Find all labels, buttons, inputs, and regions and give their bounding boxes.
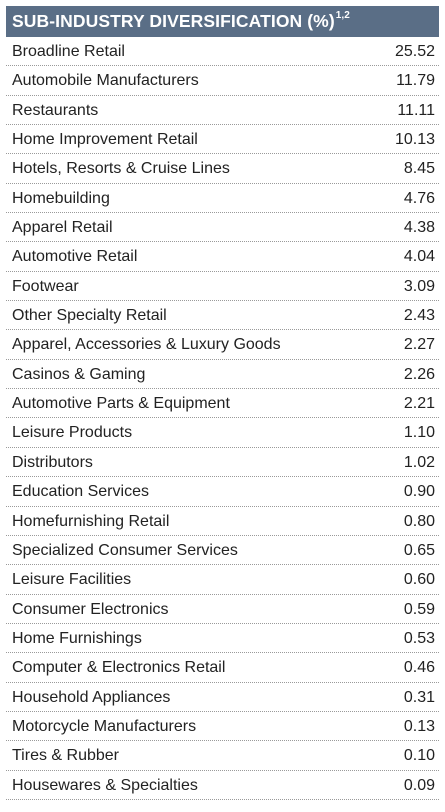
row-value: 0.80 — [403, 512, 435, 530]
row-value: 0.13 — [403, 717, 435, 735]
table-row: Automotive Retail 4.04 — [6, 242, 439, 272]
row-label: Distributors — [12, 453, 93, 471]
table-row: Motorcycle Manufacturers 0.13 — [6, 712, 439, 742]
row-value: 4.04 — [403, 248, 435, 266]
table-row: Housewares & Specialties 0.09 — [6, 771, 439, 800]
row-value: 2.26 — [403, 365, 435, 383]
table-row: Consumer Electronics 0.59 — [6, 595, 439, 624]
row-value: 0.31 — [403, 688, 435, 706]
table-row: Apparel Retail 4.38 — [6, 213, 439, 243]
row-label: Home Furnishings — [12, 629, 142, 647]
row-label: Home Improvement Retail — [12, 131, 198, 149]
table-row: Tires & Rubber 0.10 — [6, 741, 439, 771]
table-row: Education Services 0.90 — [6, 477, 439, 507]
row-label: Motorcycle Manufacturers — [12, 717, 197, 735]
row-label: Specialized Consumer Services — [12, 541, 238, 559]
table-row: Computer & Electronics Retail 0.46 — [6, 653, 439, 683]
row-label: Automotive Retail — [12, 248, 138, 266]
row-value: 11.79 — [396, 72, 435, 90]
row-label: Casinos & Gaming — [12, 365, 146, 383]
table-row: Homebuilding 4.76 — [6, 184, 439, 214]
row-value: 2.21 — [403, 395, 435, 413]
table-row: Home Furnishings 0.53 — [6, 624, 439, 654]
row-label: Hotels, Resorts & Cruise Lines — [12, 160, 230, 178]
sub-industry-table: SUB-INDUSTRY DIVERSIFICATION (%)1,2 Broa… — [6, 6, 439, 800]
table-header: SUB-INDUSTRY DIVERSIFICATION (%)1,2 — [6, 6, 439, 37]
row-value: 4.38 — [403, 219, 435, 237]
row-label: Automobile Manufacturers — [12, 72, 199, 90]
row-label: Housewares & Specialties — [12, 776, 198, 794]
row-label: Leisure Products — [12, 424, 133, 442]
row-value: 0.53 — [403, 629, 435, 647]
table-row: Homefurnishing Retail 0.80 — [6, 507, 439, 536]
table-title: SUB-INDUSTRY DIVERSIFICATION (%) — [12, 11, 335, 31]
row-label: Computer & Electronics Retail — [12, 659, 226, 677]
row-value: 1.10 — [403, 424, 435, 442]
table-row: Footwear 3.09 — [6, 272, 439, 302]
row-value: 0.60 — [403, 571, 435, 589]
table-row: Automobile Manufacturers 11.79 — [6, 66, 439, 96]
row-value: 0.59 — [403, 600, 435, 618]
row-label: Apparel Retail — [12, 219, 113, 237]
table-row: Broadline Retail 25.52 — [6, 37, 439, 67]
row-value: 0.10 — [403, 747, 435, 765]
row-value: 0.46 — [403, 659, 435, 677]
row-value: 4.76 — [403, 189, 435, 207]
row-value: 25.52 — [394, 43, 435, 60]
table-row: Distributors 1.02 — [6, 448, 439, 478]
row-label: Automotive Parts & Equipment — [12, 395, 230, 413]
table-row: Casinos & Gaming 2.26 — [6, 360, 439, 390]
row-value: 3.09 — [403, 277, 435, 295]
table-row: Hotels, Resorts & Cruise Lines 8.45 — [6, 154, 439, 184]
row-value: 2.27 — [403, 336, 435, 354]
row-label: Apparel, Accessories & Luxury Goods — [12, 336, 281, 354]
row-label: Broadline Retail — [12, 43, 125, 60]
row-label: Homefurnishing Retail — [12, 512, 170, 530]
table-row: Home Improvement Retail 10.13 — [6, 125, 439, 155]
table-row: Leisure Products 1.10 — [6, 418, 439, 448]
row-value: 11.11 — [397, 101, 435, 119]
row-label: Restaurants — [12, 101, 99, 119]
footnote-reference: 1,2 — [335, 10, 350, 22]
row-value: 0.09 — [403, 776, 435, 794]
row-label: Consumer Electronics — [12, 600, 169, 618]
table-row: Specialized Consumer Services 0.65 — [6, 536, 439, 566]
table-row: Automotive Parts & Equipment 2.21 — [6, 389, 439, 419]
row-value: 8.45 — [403, 160, 435, 178]
row-value: 0.65 — [403, 541, 435, 559]
table-row: Restaurants 11.11 — [6, 96, 439, 126]
row-label: Tires & Rubber — [12, 747, 119, 765]
row-value: 2.43 — [403, 307, 435, 325]
row-value: 1.02 — [403, 453, 435, 471]
table-row: Household Appliances 0.31 — [6, 683, 439, 712]
row-label: Footwear — [12, 277, 79, 295]
table-row: Leisure Facilities 0.60 — [6, 565, 439, 595]
table-row: Other Specialty Retail 2.43 — [6, 301, 439, 331]
row-value: 10.13 — [394, 131, 435, 149]
table-row: Apparel, Accessories & Luxury Goods 2.27 — [6, 330, 439, 360]
row-label: Leisure Facilities — [12, 571, 132, 589]
row-label: Education Services — [12, 483, 149, 501]
row-label: Homebuilding — [12, 189, 110, 207]
row-value: 0.90 — [403, 483, 435, 501]
row-label: Household Appliances — [12, 688, 171, 706]
row-label: Other Specialty Retail — [12, 307, 167, 325]
table-body: Broadline Retail 25.52 Automobile Manufact… — [6, 37, 439, 800]
